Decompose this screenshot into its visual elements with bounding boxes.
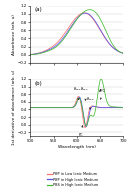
Legend: PBP in Low Ionic Medium, PBP in High Ionic Medium, PBS in High Ionic Medium: PBP in Low Ionic Medium, PBP in High Ion… <box>46 172 98 187</box>
Y-axis label: 1st derivative of absorbance (arb. u): 1st derivative of absorbance (arb. u) <box>12 70 16 145</box>
Text: $\delta_{620}$: $\delta_{620}$ <box>80 86 89 101</box>
Text: $\delta_{605}$: $\delta_{605}$ <box>73 86 82 100</box>
Text: $\delta_{628}$: $\delta_{628}$ <box>86 95 95 109</box>
Text: APC: APC <box>99 89 106 99</box>
X-axis label: Wavelength (nm): Wavelength (nm) <box>58 145 96 149</box>
Y-axis label: Absorbance (arb. u): Absorbance (arb. u) <box>12 14 16 55</box>
Text: PC: PC <box>78 126 83 137</box>
Text: (b): (b) <box>34 81 42 86</box>
Text: (a): (a) <box>34 7 42 12</box>
